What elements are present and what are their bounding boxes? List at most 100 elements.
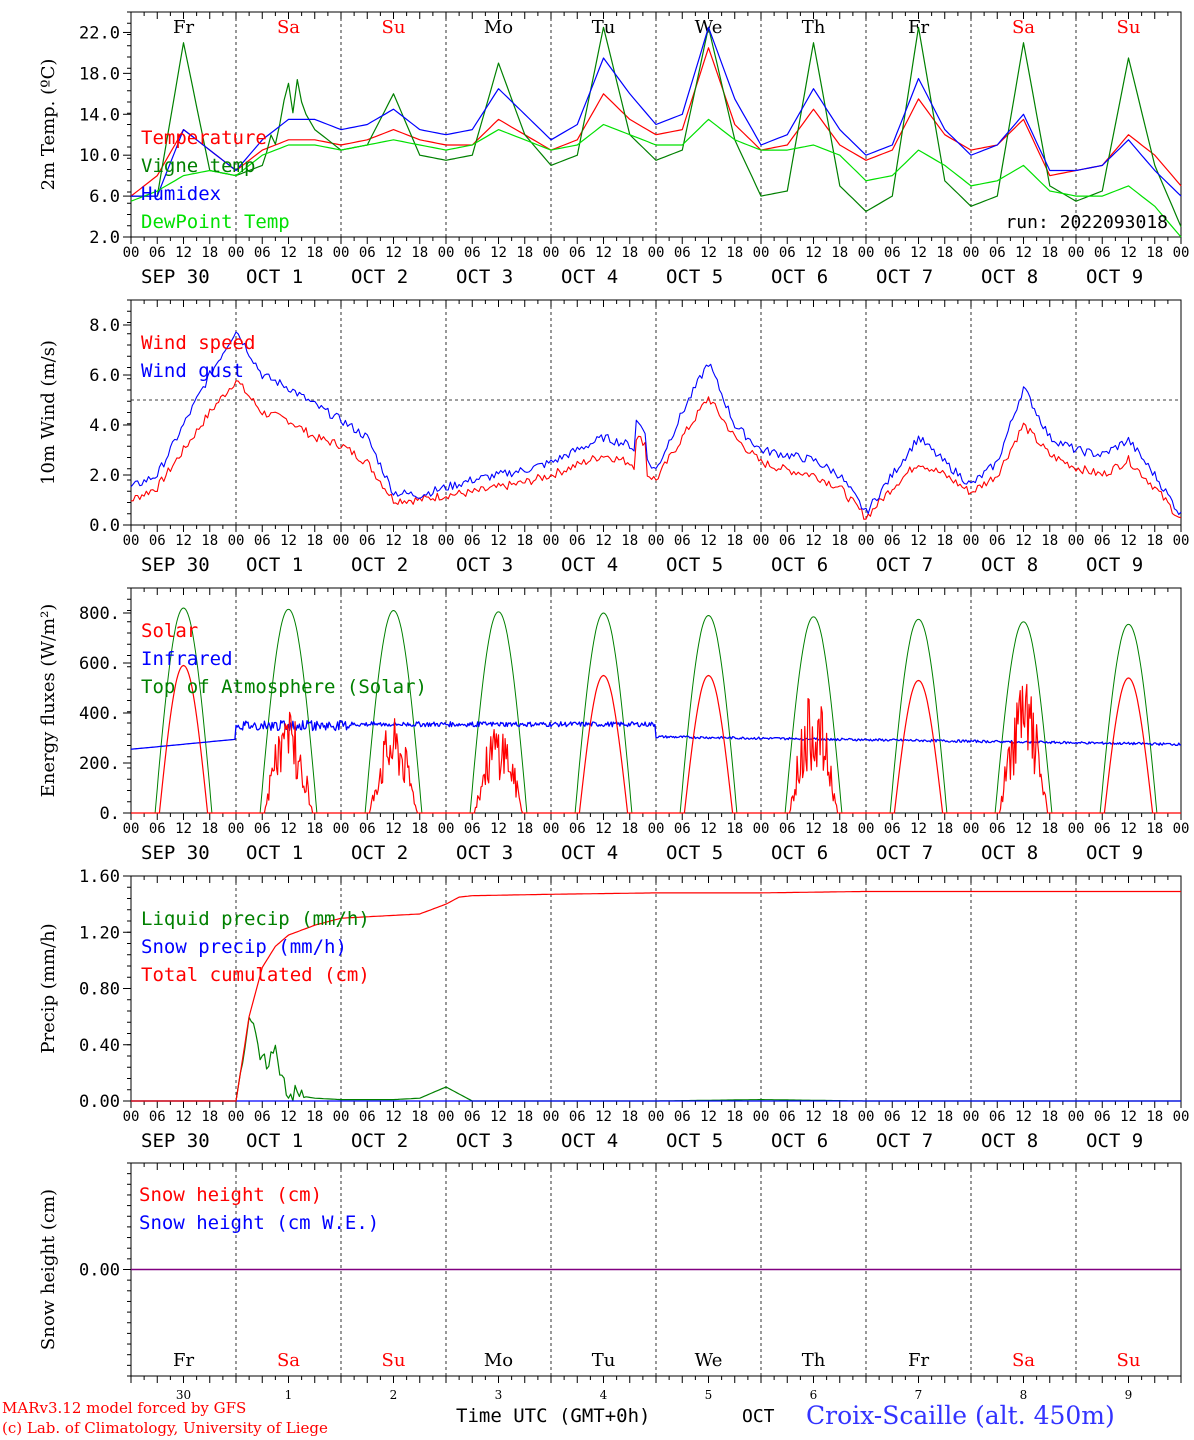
hour-tick-label: 00 [438, 821, 455, 837]
hour-tick-label: 00 [333, 533, 350, 549]
hour-tick-label: 00 [1068, 533, 1085, 549]
y-axis-label: Snow height (cm) [38, 1189, 59, 1350]
hour-tick-label: 06 [674, 245, 691, 261]
hour-tick-label: 12 [595, 245, 612, 261]
hour-tick-label: 12 [1120, 245, 1137, 261]
hour-tick-label: 18 [201, 1109, 218, 1125]
day-name: Th [802, 17, 826, 38]
hour-tick-label: 18 [1041, 1109, 1058, 1125]
day-name: Su [1117, 1350, 1141, 1371]
hour-tick-label: 06 [779, 245, 796, 261]
hour-tick-label: 00 [123, 245, 140, 261]
hour-tick-label: 18 [936, 533, 953, 549]
hour-tick-label: 12 [595, 821, 612, 837]
day-name: Tu [592, 1350, 616, 1371]
y-tick-label: 0. [100, 804, 120, 824]
hour-tick-label: 18 [1146, 533, 1163, 549]
y-tick-label: 6.0 [89, 366, 120, 386]
date-label: OCT 6 [771, 266, 828, 288]
hour-tick-label: 00 [753, 245, 770, 261]
legend-entry: Total cumulated (cm) [141, 964, 370, 986]
hour-tick-label: 12 [595, 533, 612, 549]
hour-tick-label: 00 [228, 245, 245, 261]
day-name: Su [1117, 17, 1141, 38]
hour-tick-label: 12 [910, 245, 927, 261]
hour-tick-label: 12 [700, 1109, 717, 1125]
hour-tick-label: 06 [1094, 821, 1111, 837]
hour-tick-label: 18 [411, 533, 428, 549]
hour-tick-label: 12 [175, 245, 192, 261]
hour-tick-label: 12 [1015, 821, 1032, 837]
date-label: OCT 9 [1086, 842, 1143, 864]
hour-tick-label: 06 [359, 245, 376, 261]
hour-tick-label: 00 [1173, 533, 1190, 549]
hour-tick-label: 18 [411, 245, 428, 261]
day-number: 5 [705, 1388, 713, 1402]
legend-entry: DewPoint Temp [141, 211, 290, 233]
hour-tick-label: 18 [1041, 533, 1058, 549]
series-line [131, 664, 1181, 814]
hour-tick-label: 06 [884, 1109, 901, 1125]
hour-tick-label: 18 [1146, 245, 1163, 261]
day-number: 8 [1020, 1388, 1028, 1402]
hour-tick-label: 06 [884, 821, 901, 837]
y-tick-label: 8.0 [89, 316, 120, 336]
legend-entry: Wind gust [141, 360, 244, 382]
date-label: SEP 30 [141, 1130, 210, 1152]
hour-tick-label: 06 [464, 245, 481, 261]
hour-tick-label: 18 [306, 1109, 323, 1125]
panel-4: 0.00 0.40 0.80 1.20 1.60 Precip (mm/h) Liquid … [38, 867, 1182, 1112]
station-label: Croix-Scaille (alt. 450m) [806, 1401, 1115, 1430]
hour-tick-label: 18 [201, 245, 218, 261]
legend-entry: Liquid precip (mm/h) [141, 908, 370, 930]
y-tick-label: 2.0 [89, 466, 120, 486]
y-tick-label: 800. [79, 604, 120, 624]
day-name: Sa [277, 17, 300, 38]
series-line [131, 380, 1182, 520]
hour-tick-label: 12 [1120, 821, 1137, 837]
y-tick-label: 4.0 [89, 416, 120, 436]
y-axis-label: Precip (mm/h) [38, 923, 59, 1053]
hour-tick-label: 18 [516, 533, 533, 549]
series-line [131, 26, 1182, 228]
date-label: OCT 1 [246, 266, 303, 288]
day-name: Sa [1012, 17, 1035, 38]
hour-tick-label: 18 [831, 533, 848, 549]
y-tick-label: 10.0 [79, 146, 120, 166]
hour-tick-label: 00 [123, 1109, 140, 1125]
hour-tick-label: 12 [175, 533, 192, 549]
y-tick-label: 6.0 [89, 187, 120, 207]
day-name: Fr [173, 1350, 194, 1371]
date-label: OCT 3 [456, 842, 513, 864]
hour-tick-label: 06 [884, 533, 901, 549]
hour-tick-label: 06 [989, 1109, 1006, 1125]
legend-entry: Top of Atmosphere (Solar) [141, 676, 427, 698]
date-label: SEP 30 [141, 554, 210, 576]
day-number: 6 [810, 1388, 818, 1402]
series-line [130, 118, 1182, 238]
hour-tick-label: 12 [1015, 533, 1032, 549]
day-number: 7 [915, 1388, 923, 1402]
hour-tick-label: 06 [989, 821, 1006, 837]
hour-tick-label: 06 [569, 245, 586, 261]
y-tick-label: 2.0 [89, 228, 120, 248]
y-tick-label: 0.00 [79, 1261, 120, 1281]
panel-1: 2.0 6.0 10.0 14.0 18.0 22.0 2m Temp. (ºC) Fr Sa S… [38, 11, 1182, 248]
hour-tick-label: 06 [989, 245, 1006, 261]
date-label: OCT 8 [981, 842, 1038, 864]
hour-tick-label: 00 [228, 821, 245, 837]
hour-tick-label: 00 [123, 533, 140, 549]
date-label: OCT 7 [876, 1130, 933, 1152]
date-label: OCT 5 [666, 554, 723, 576]
date-label: OCT 6 [771, 842, 828, 864]
hour-tick-label: 18 [621, 245, 638, 261]
hour-tick-label: 18 [621, 533, 638, 549]
date-label: OCT 7 [876, 554, 933, 576]
hour-tick-label: 18 [1146, 1109, 1163, 1125]
hour-tick-label: 06 [359, 821, 376, 837]
hour-tick-label: 00 [543, 533, 560, 549]
hour-tick-label: 00 [438, 1109, 455, 1125]
hour-tick-label: 06 [674, 533, 691, 549]
hour-tick-label: 00 [333, 821, 350, 837]
